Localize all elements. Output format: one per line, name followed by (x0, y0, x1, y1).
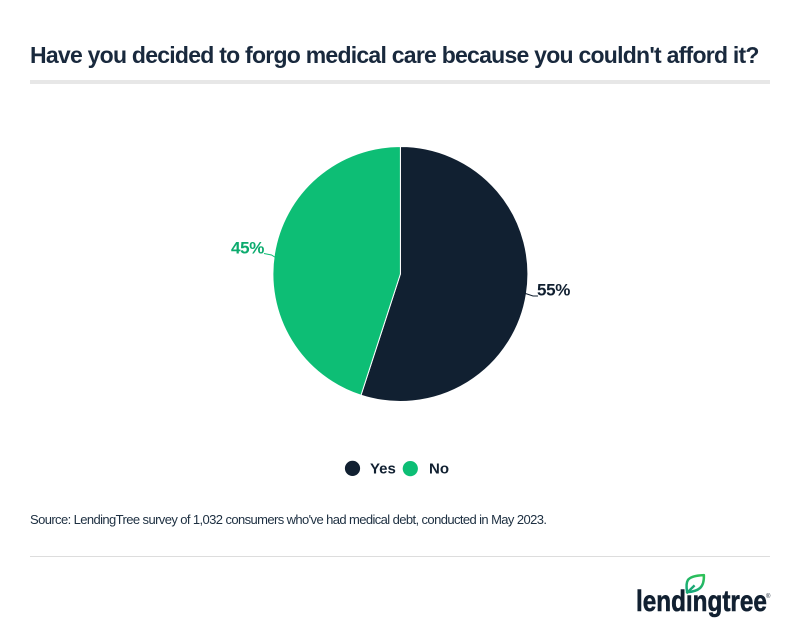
svg-text:lendıngtree: lendıngtree (636, 584, 767, 618)
svg-text:®: ® (766, 593, 771, 600)
svg-text:45%: 45% (231, 239, 264, 258)
svg-text:55%: 55% (537, 281, 570, 300)
svg-text:Yes: Yes (370, 461, 396, 478)
svg-text:No: No (429, 461, 449, 478)
